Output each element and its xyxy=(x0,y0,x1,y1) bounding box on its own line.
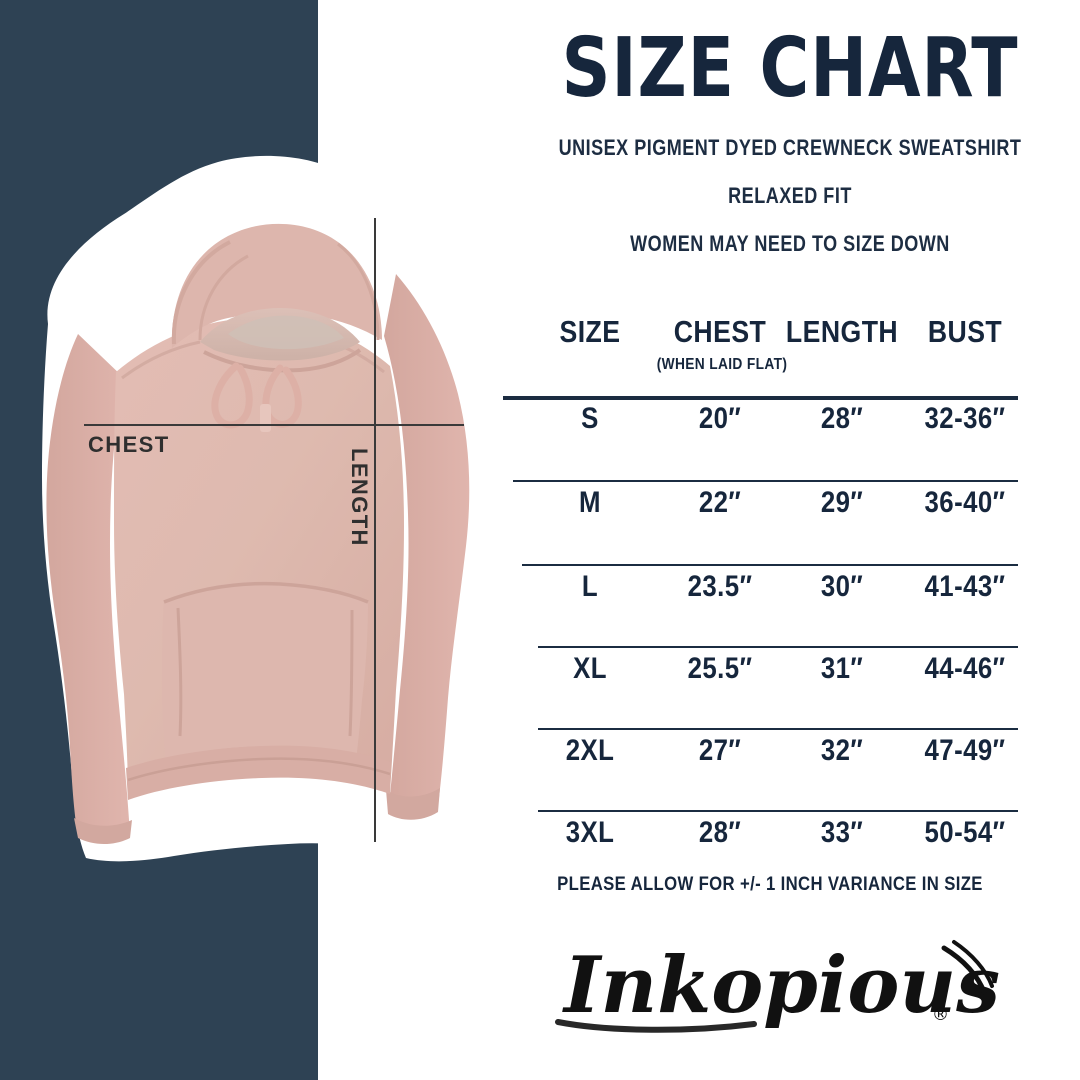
column-header-bust: BUST xyxy=(927,314,1003,349)
brand-wordmark-text: Inkopious xyxy=(562,940,1000,1031)
cell-chest-m: 22″ xyxy=(698,486,742,519)
drawstring-aglet xyxy=(260,404,271,432)
hood-lining xyxy=(228,315,344,350)
hood xyxy=(171,223,382,348)
table-header-row: SIZE CHEST LENGTH BUST (WHEN LAID FLAT) xyxy=(500,314,1080,396)
column-header-size: SIZE xyxy=(559,314,621,349)
cell-bust-l: 41-43″ xyxy=(924,570,1006,603)
table-row-xl: XL 25.5″ 31″ 44-46″ xyxy=(500,652,1080,732)
right-cuff xyxy=(386,788,440,820)
table-row-m: M 22″ 29″ 36-40″ xyxy=(500,486,1080,566)
table-rule-4 xyxy=(538,728,1018,730)
table-rule-2 xyxy=(522,564,1018,566)
length-measurement-line xyxy=(374,218,376,842)
table-row-3xl: 3XL 28″ 33″ 50-54″ xyxy=(500,816,1080,896)
size-chart-content: SIZE CHART UNISEX PIGMENT DYED CREWNECK … xyxy=(500,0,1080,1080)
cell-chest-s: 20″ xyxy=(698,402,742,435)
left-sleeve xyxy=(46,334,130,842)
product-photo-hoodie xyxy=(4,128,516,888)
cell-length-xl: 31″ xyxy=(820,652,864,685)
cell-bust-m: 36-40″ xyxy=(924,486,1006,519)
right-sleeve xyxy=(384,274,470,818)
cell-bust-s: 32-36″ xyxy=(924,402,1006,435)
when-laid-flat-note: (WHEN LAID FLAT) xyxy=(656,356,788,373)
cell-size-l: L xyxy=(581,570,599,603)
cell-bust-2xl: 47-49″ xyxy=(924,734,1006,767)
cell-length-2xl: 32″ xyxy=(820,734,864,767)
cell-bust-xl: 44-46″ xyxy=(924,652,1006,685)
cell-chest-2xl: 27″ xyxy=(698,734,742,767)
variance-note: PLEASE ALLOW FOR +/- 1 INCH VARIANCE IN … xyxy=(557,874,983,895)
cell-length-m: 29″ xyxy=(820,486,864,519)
table-row-s: S 20″ 28″ 32-36″ xyxy=(500,402,1080,482)
table-row-l: L 23.5″ 30″ 41-43″ xyxy=(500,570,1080,650)
subtitle-sizing-advice: WOMEN MAY NEED TO SIZE DOWN xyxy=(630,230,950,256)
cell-length-l: 30″ xyxy=(820,570,864,603)
cell-size-3xl: 3XL xyxy=(565,816,615,849)
column-header-chest: CHEST xyxy=(673,314,767,349)
cell-size-2xl: 2XL xyxy=(565,734,615,767)
registered-mark-text: ® xyxy=(932,1005,949,1025)
cell-bust-3xl: 50-54″ xyxy=(924,816,1006,849)
cell-chest-xl: 25.5″ xyxy=(687,652,753,685)
subtitle-product: UNISEX PIGMENT DYED CREWNECK SWEATSHIRT xyxy=(558,134,1022,160)
brand-logo-inkopious: Inkopious ® xyxy=(540,920,1010,1045)
hem-band xyxy=(126,745,390,800)
cell-size-m: M xyxy=(579,486,601,519)
subtitle-fit: RELAXED FIT xyxy=(728,182,852,208)
table-row-2xl: 2XL 27″ 32″ 47-49″ xyxy=(500,734,1080,814)
kangaroo-pocket xyxy=(162,581,368,764)
table-rule-1 xyxy=(513,480,1018,482)
cell-chest-l: 23.5″ xyxy=(687,570,753,603)
cell-length-s: 28″ xyxy=(820,402,864,435)
brush-flourish xyxy=(941,945,987,995)
page-title: SIZE CHART xyxy=(561,21,1019,116)
size-table: SIZE CHEST LENGTH BUST (WHEN LAID FLAT) … xyxy=(500,314,1080,849)
chest-measurement-line xyxy=(84,424,464,426)
cell-size-xl: XL xyxy=(573,652,607,685)
cell-size-s: S xyxy=(581,402,599,435)
left-cuff xyxy=(74,818,132,844)
table-rule-5 xyxy=(538,810,1018,812)
column-header-length: LENGTH xyxy=(785,314,899,349)
chest-measurement-label: CHEST xyxy=(88,432,170,457)
table-rule-header xyxy=(503,396,1018,400)
length-measurement-label: LENGTH xyxy=(347,448,372,547)
cell-length-3xl: 33″ xyxy=(820,816,864,849)
table-rule-3 xyxy=(538,646,1018,648)
neckline xyxy=(203,348,362,373)
cell-chest-3xl: 28″ xyxy=(698,816,742,849)
